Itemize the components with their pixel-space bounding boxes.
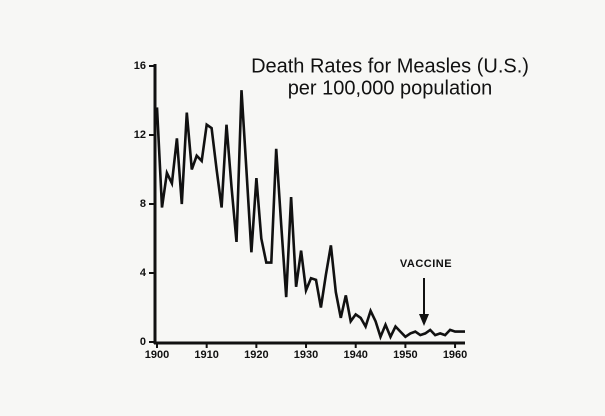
chart-title: Death Rates for Measles (U.S.) [251,55,529,77]
y-tick-label: 8 [140,198,146,210]
y-tick-label: 16 [134,60,146,72]
annotation-arrow [419,278,429,326]
chart-subtitle: per 100,000 population [288,77,493,99]
y-tick-label: 4 [140,267,147,279]
x-tick-label: 1950 [393,349,417,361]
arrow-head [419,314,429,326]
x-tick-label: 1920 [244,349,268,361]
x-tick-label: 1960 [443,349,467,361]
x-tick-label: 1910 [194,349,218,361]
y-tick-label: 0 [140,336,146,348]
annotation: VACCINE [400,258,452,270]
x-tick-label: 1940 [343,349,367,361]
y-tick-label: 12 [134,129,146,141]
data-line [155,90,465,341]
x-tick-label: 1900 [145,349,169,361]
x-tick-label: 1930 [294,349,318,361]
